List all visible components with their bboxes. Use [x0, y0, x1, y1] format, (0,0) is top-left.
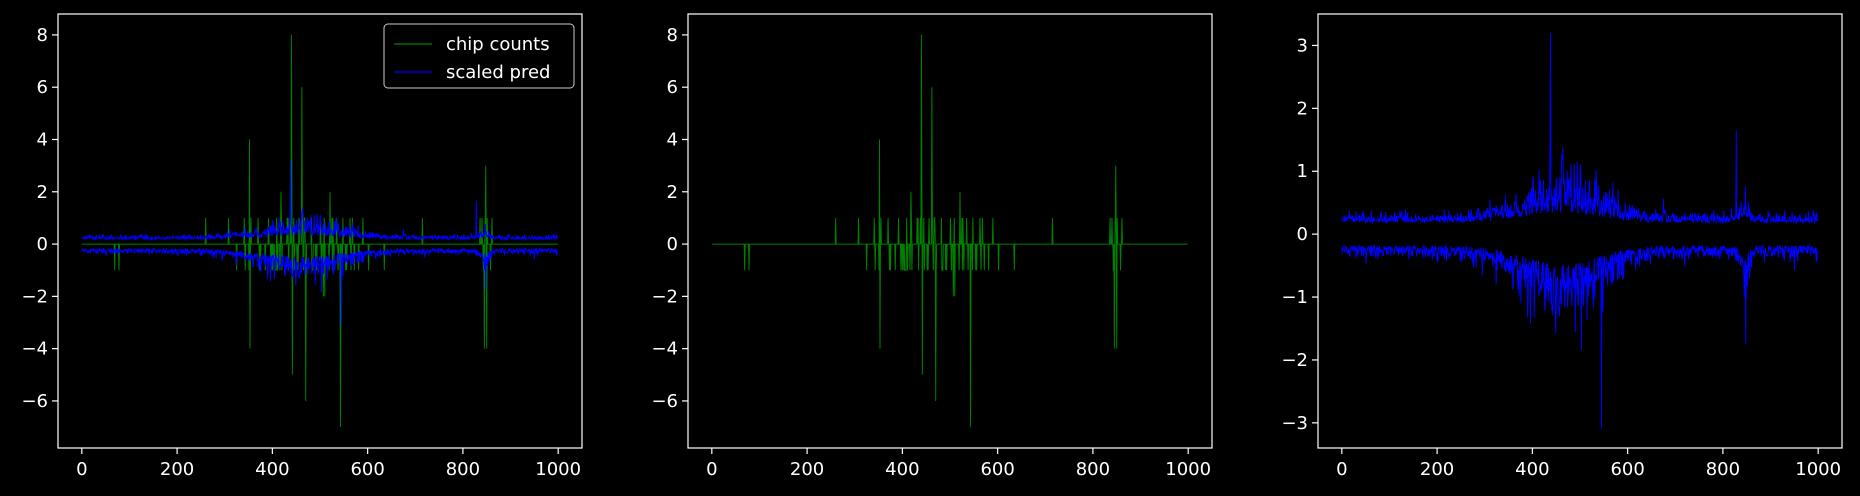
x-tick-label: 1000 [1795, 459, 1841, 480]
x-tick-label: 1000 [535, 459, 581, 480]
x-tick-label: 800 [1706, 459, 1740, 480]
x-tick-label: 600 [980, 459, 1014, 480]
x-tick-label: 200 [1420, 459, 1454, 480]
y-tick-label: −2 [651, 286, 678, 307]
x-tick-label: 400 [255, 459, 289, 480]
x-tick-label: 0 [1336, 459, 1347, 480]
y-tick-label: 2 [1297, 98, 1308, 119]
y-tick-label: 0 [1297, 224, 1308, 245]
axes-frame [57, 13, 583, 449]
x-tick-label: 800 [1076, 459, 1110, 480]
scaled-pred-line-upper [81, 160, 559, 242]
chip-counts-line [81, 34, 558, 428]
x-tick-label: 600 [350, 459, 384, 480]
x-tick-label: 600 [1610, 459, 1644, 480]
x-tick-label: 0 [706, 459, 717, 480]
y-tick-label: 0 [667, 234, 678, 255]
scaled-pred-line-lower [1341, 243, 1819, 430]
y-tick-label: 8 [667, 25, 678, 46]
x-tick-label: 400 [885, 459, 919, 480]
y-tick-label: 3 [1297, 35, 1308, 56]
y-tick-label: 6 [37, 77, 48, 98]
y-tick-label: −2 [21, 286, 48, 307]
y-tick-label: 2 [37, 182, 48, 203]
x-tick-label: 800 [446, 459, 480, 480]
y-tick-label: −6 [651, 391, 678, 412]
x-tick-label: 200 [160, 459, 194, 480]
y-tick-label: −4 [651, 339, 678, 360]
y-tick-label: −3 [1281, 413, 1308, 434]
x-tick-label: 200 [790, 459, 824, 480]
y-tick-label: −6 [21, 391, 48, 412]
subplot-right-pred: 0 200 400 600 800 1000 −3 −2 −1 0 1 2 3 [1281, 13, 1843, 480]
y-tick-label: −4 [21, 339, 48, 360]
subplot-left-counts-and-pred: 0 200 400 600 800 1000 −6 −4 −2 0 2 4 6 8 chip counts s… [21, 13, 583, 480]
y-tick-label: −1 [1281, 287, 1308, 308]
axes-frame [687, 13, 1213, 449]
subplot-middle-counts: 0 200 400 600 800 1000 −6 −4 −2 0 2 4 6 8 [651, 13, 1213, 480]
scaled-pred-line-lower [81, 246, 558, 326]
y-tick-label: 2 [667, 182, 678, 203]
legend-label: scaled pred [446, 62, 550, 83]
y-tick-label: 1 [1297, 161, 1308, 182]
axes-frame [1317, 13, 1843, 449]
y-tick-label: −2 [1281, 350, 1308, 371]
chip-counts-line [711, 34, 1188, 428]
y-tick-label: 8 [37, 25, 48, 46]
legend: chip counts scaled pred [383, 23, 575, 89]
scaled-pred-line-upper [1341, 32, 1819, 225]
legend-label: chip counts [446, 34, 550, 55]
y-tick-label: 4 [667, 129, 678, 150]
x-tick-label: 400 [1515, 459, 1549, 480]
y-tick-label: 6 [667, 77, 678, 98]
y-tick-label: 0 [37, 234, 48, 255]
x-tick-label: 1000 [1165, 459, 1211, 480]
y-tick-label: 4 [37, 129, 48, 150]
x-tick-label: 0 [76, 459, 87, 480]
